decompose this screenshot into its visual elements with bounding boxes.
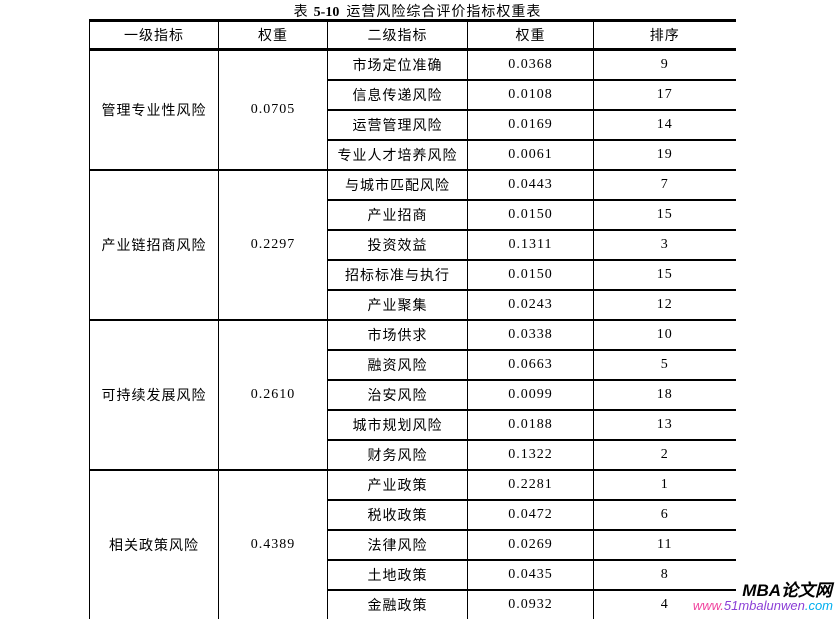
- indicator-cell: 信息传递风险: [327, 80, 468, 111]
- table-row: 信息传递风险 0.0108 17: [90, 80, 736, 111]
- table-row: 运营管理风险 0.0169 14: [90, 110, 736, 141]
- weight-cell: 0.0169: [467, 110, 594, 141]
- rank-cell: 12: [593, 290, 736, 321]
- level1-weight-cell: 0.4389: [218, 470, 328, 619]
- weight-cell: 0.0150: [467, 260, 594, 291]
- watermark-url-tld: .com: [804, 598, 833, 613]
- level1-indicator-cell: 相关政策风险: [89, 470, 219, 619]
- watermark-url: www.51mbalunwen.com: [693, 599, 833, 613]
- table-title: 表 5-10 运营风险综合评价指标权重表: [0, 1, 835, 21]
- rank-cell: 17: [593, 80, 736, 111]
- level1-weight-cell: 0.2297: [218, 170, 328, 321]
- level1-indicator-cell: 可持续发展风险: [89, 320, 219, 471]
- weight-cell: 0.0099: [467, 380, 594, 411]
- indicator-cell: 治安风险: [327, 380, 468, 411]
- indicator-cell: 税收政策: [327, 500, 468, 531]
- indicator-cell: 产业招商: [327, 200, 468, 231]
- table-row: 专业人才培养风险 0.0061 19: [90, 140, 736, 171]
- rank-cell: 6: [593, 500, 736, 531]
- weight-cell: 0.2281: [467, 470, 594, 501]
- weight-cell: 0.1322: [467, 440, 594, 471]
- indicator-cell: 城市规划风险: [327, 410, 468, 441]
- indicator-cell: 金融政策: [327, 590, 468, 619]
- table-title-number: 5-10: [313, 5, 340, 20]
- weight-cell: 0.0435: [467, 560, 594, 591]
- indicator-cell: 产业政策: [327, 470, 468, 501]
- table-row: 城市规划风险 0.0188 13: [90, 410, 736, 441]
- table-title-label: 表: [293, 5, 309, 20]
- indicator-cell: 专业人才培养风险: [327, 140, 468, 171]
- indicator-cell: 融资风险: [327, 350, 468, 381]
- indicator-cell: 与城市匹配风险: [327, 170, 468, 201]
- table-row: 税收政策 0.0472 6: [90, 500, 736, 531]
- weight-cell: 0.0472: [467, 500, 594, 531]
- watermark-url-www: www.: [692, 598, 724, 613]
- indicator-cell: 运营管理风险: [327, 110, 468, 141]
- watermark-brand: MBA论文网: [742, 581, 832, 600]
- header-level2-indicator: 二级指标: [327, 20, 468, 51]
- table-row: 可持续发展风险 0.2610 市场供求 0.0338 10: [89, 320, 736, 471]
- weight-cell: 0.0443: [467, 170, 594, 201]
- indicator-cell: 招标标准与执行: [327, 260, 468, 291]
- indicator-cell: 产业聚集: [327, 290, 468, 321]
- table-row: 融资风险 0.0663 5: [90, 350, 736, 381]
- rank-cell: 9: [593, 49, 736, 81]
- rank-cell: 5: [593, 350, 736, 381]
- weight-cell: 0.0188: [467, 410, 594, 441]
- header-level1-weight: 权重: [218, 20, 328, 51]
- weight-table: 一级指标 权重 二级指标 权重 排序 管理专业性风险 0.0705 市场定位准确…: [89, 19, 736, 619]
- rank-cell: 10: [593, 320, 736, 351]
- rank-cell: 7: [593, 170, 736, 201]
- header-row: 一级指标 权重 二级指标 权重 排序: [89, 20, 736, 51]
- rank-cell: 3: [593, 230, 736, 261]
- weight-cell: 0.0269: [467, 530, 594, 561]
- table-row: 产业招商 0.0150 15: [90, 200, 736, 231]
- table-row: 财务风险 0.1322 2: [90, 440, 736, 471]
- rank-cell: 15: [593, 200, 736, 231]
- table-row: 相关政策风险 0.4389 产业政策 0.2281 1: [89, 470, 736, 619]
- table-row: 产业链招商风险 0.2297 与城市匹配风险 0.0443 7: [89, 170, 736, 321]
- rank-cell: 14: [593, 110, 736, 141]
- rank-cell: 1: [593, 470, 736, 501]
- table-title-text: 运营风险综合评价指标权重表: [346, 5, 542, 20]
- table-row: 法律风险 0.0269 11: [90, 530, 736, 561]
- weight-cell: 0.0368: [467, 49, 594, 81]
- indicator-cell: 财务风险: [327, 440, 468, 471]
- rank-cell: 15: [593, 260, 736, 291]
- watermark-url-site: 51mbalunwen: [723, 598, 805, 613]
- table-row: 管理专业性风险 0.0705 市场定位准确 0.0368 9: [89, 49, 736, 171]
- rank-cell: 2: [593, 440, 736, 471]
- header-level2-weight: 权重: [467, 20, 594, 51]
- rank-cell: 19: [593, 140, 736, 171]
- table-row: 招标标准与执行 0.0150 15: [90, 260, 736, 291]
- weight-cell: 0.0061: [467, 140, 594, 171]
- level1-indicator-cell: 产业链招商风险: [89, 170, 219, 321]
- table-row: 产业聚集 0.0243 12: [90, 290, 736, 321]
- weight-cell: 0.0108: [467, 80, 594, 111]
- table-row: 投资效益 0.1311 3: [90, 230, 736, 261]
- indicator-cell: 投资效益: [327, 230, 468, 261]
- weight-cell: 0.0150: [467, 200, 594, 231]
- level1-weight-cell: 0.0705: [218, 49, 328, 171]
- level1-indicator-cell: 管理专业性风险: [89, 49, 219, 171]
- table-row: 治安风险 0.0099 18: [90, 380, 736, 411]
- rank-cell: 13: [593, 410, 736, 441]
- weight-cell: 0.1311: [467, 230, 594, 261]
- indicator-cell: 市场供求: [327, 320, 468, 351]
- weight-cell: 0.0338: [467, 320, 594, 351]
- header-level1-indicator: 一级指标: [89, 20, 219, 51]
- rank-cell: 11: [593, 530, 736, 561]
- indicator-cell: 市场定位准确: [327, 49, 468, 81]
- weight-cell: 0.0243: [467, 290, 594, 321]
- weight-cell: 0.0663: [467, 350, 594, 381]
- weight-cell: 0.0932: [467, 590, 594, 619]
- indicator-cell: 法律风险: [327, 530, 468, 561]
- table-row: 土地政策 0.0435 8: [90, 560, 736, 591]
- indicator-cell: 土地政策: [327, 560, 468, 591]
- rank-cell: 18: [593, 380, 736, 411]
- rank-cell: 8: [593, 560, 736, 591]
- header-rank: 排序: [593, 20, 736, 51]
- level1-weight-cell: 0.2610: [218, 320, 328, 471]
